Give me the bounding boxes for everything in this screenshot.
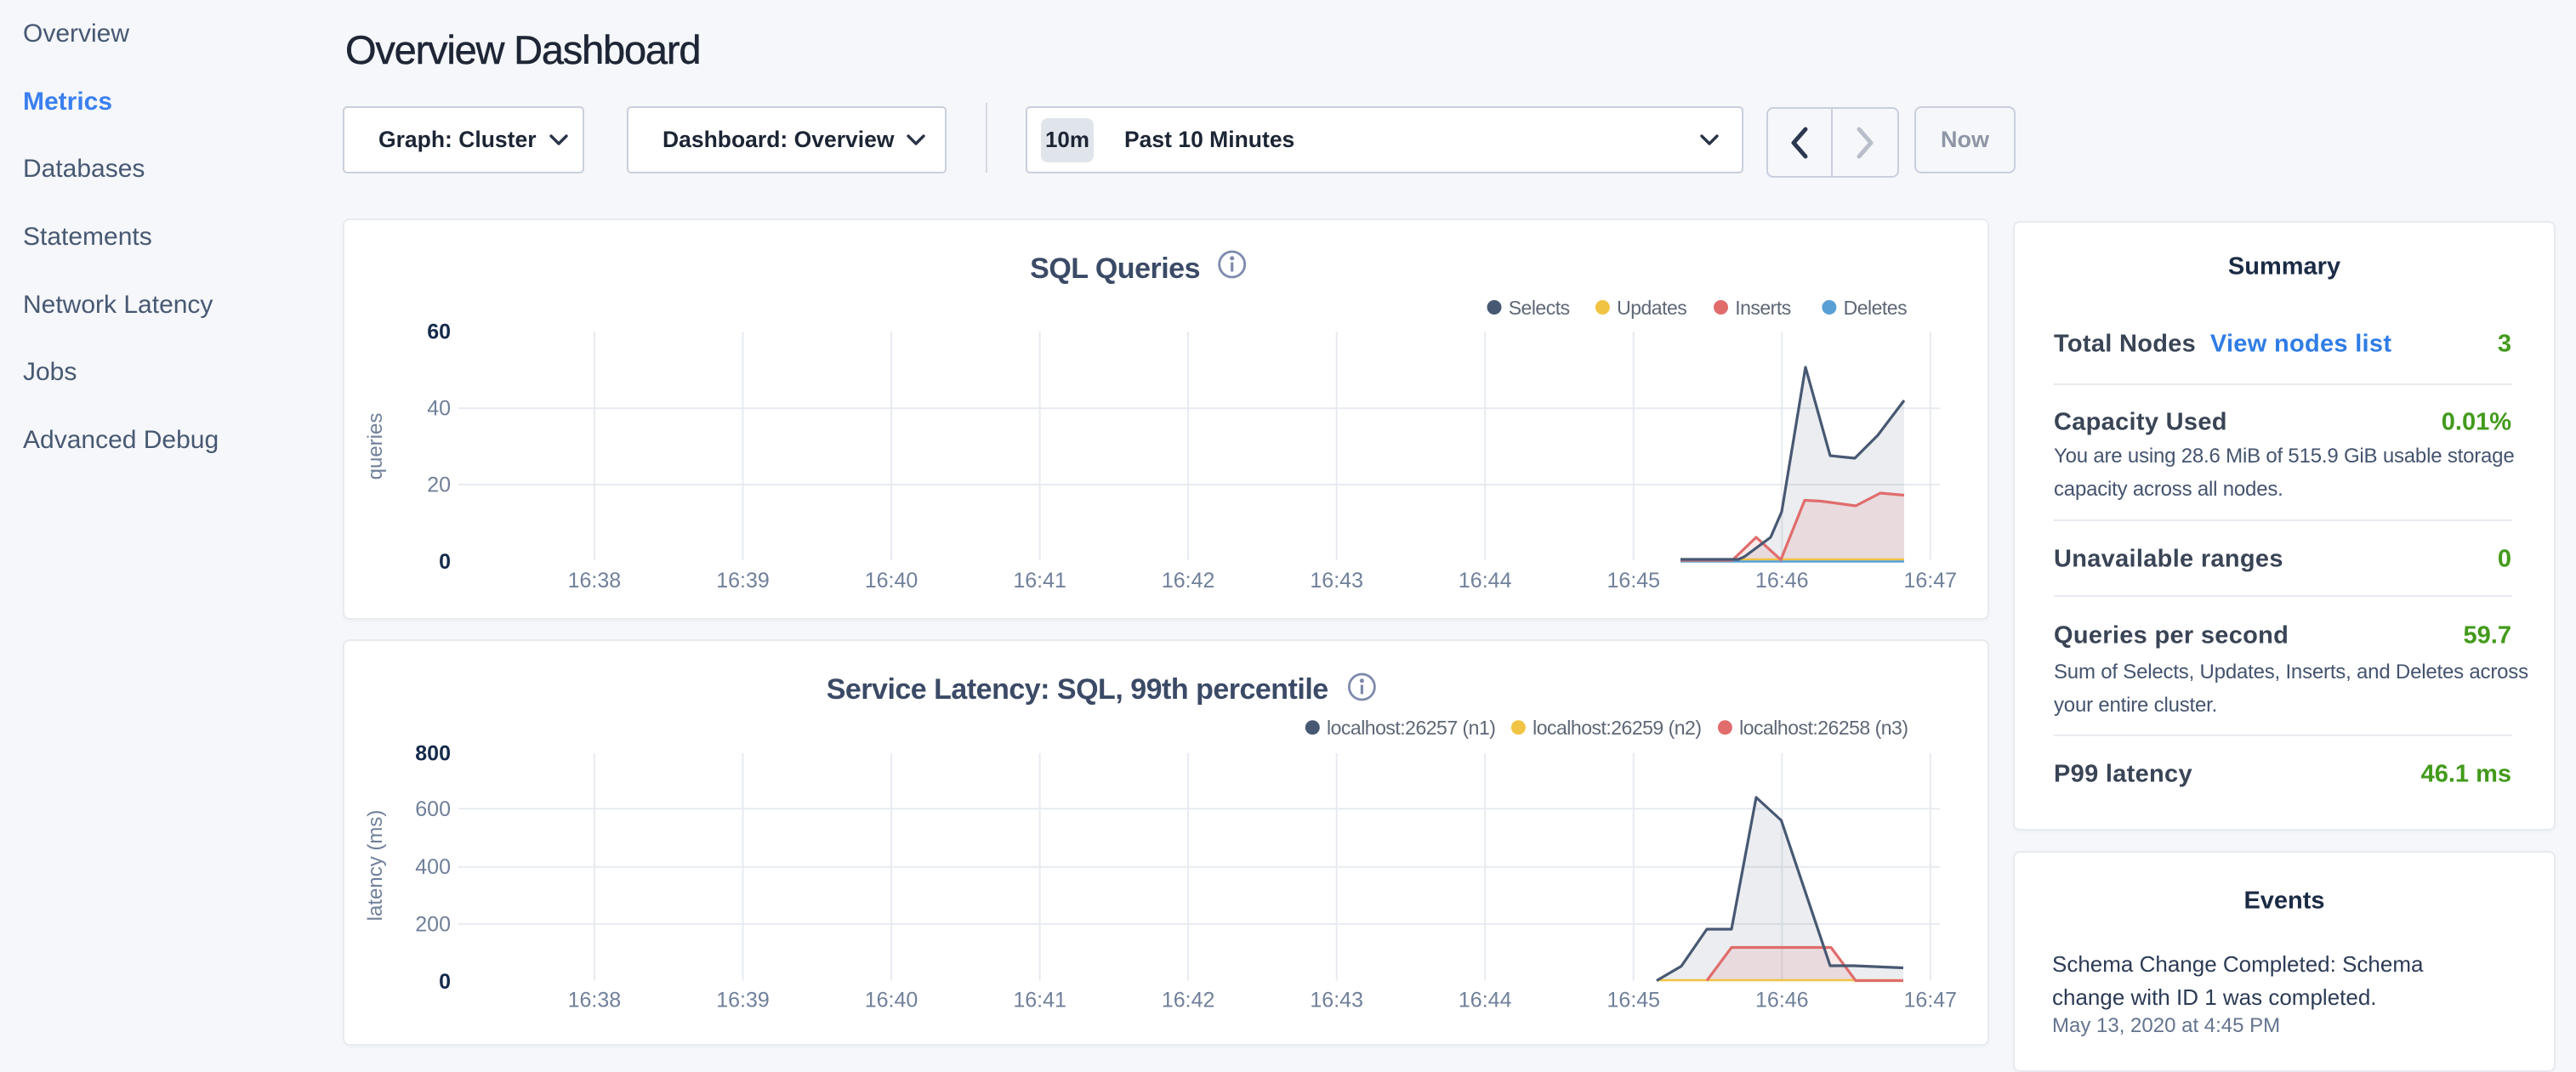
svg-text:16:38: 16:38 [568, 989, 622, 1012]
svg-text:200: 200 [415, 912, 451, 936]
svg-text:16:45: 16:45 [1607, 569, 1661, 593]
svg-text:Service Latency: SQL, 99th per: Service Latency: SQL, 99th percentile [827, 673, 1328, 706]
svg-text:16:44: 16:44 [1459, 989, 1512, 1012]
svg-text:16:38: 16:38 [568, 569, 622, 593]
svg-text:16:39: 16:39 [716, 569, 770, 593]
svg-text:16:45: 16:45 [1607, 989, 1661, 1012]
svg-text:16:42: 16:42 [1162, 989, 1215, 1012]
svg-text:localhost:26257 (n1): localhost:26257 (n1) [1327, 717, 1495, 739]
svg-text:Updates: Updates [1617, 297, 1686, 319]
svg-text:16:46: 16:46 [1755, 569, 1809, 593]
svg-text:queries: queries [364, 413, 387, 480]
svg-text:16:41: 16:41 [1013, 989, 1066, 1012]
svg-text:16:42: 16:42 [1162, 569, 1215, 593]
svg-text:16:40: 16:40 [865, 569, 918, 593]
svg-text:16:40: 16:40 [865, 989, 918, 1012]
svg-text:60: 60 [427, 320, 451, 343]
svg-text:16:46: 16:46 [1755, 989, 1809, 1012]
svg-text:latency (ms): latency (ms) [364, 810, 387, 922]
svg-text:localhost:26259 (n2): localhost:26259 (n2) [1533, 717, 1701, 739]
svg-text:Inserts: Inserts [1735, 297, 1791, 319]
svg-text:0: 0 [439, 550, 451, 574]
svg-text:800: 800 [415, 741, 451, 765]
svg-text:16:41: 16:41 [1013, 569, 1066, 593]
svg-text:Deletes: Deletes [1844, 297, 1907, 319]
svg-text:16:44: 16:44 [1459, 569, 1512, 593]
svg-text:SQL Queries: SQL Queries [1030, 252, 1200, 285]
svg-text:20: 20 [427, 474, 451, 497]
svg-text:16:43: 16:43 [1310, 989, 1363, 1012]
svg-text:400: 400 [415, 855, 451, 879]
svg-text:40: 40 [427, 397, 451, 421]
svg-text:16:43: 16:43 [1310, 569, 1363, 593]
svg-text:16:47: 16:47 [1904, 569, 1958, 593]
svg-text:Selects: Selects [1509, 297, 1570, 319]
svg-text:600: 600 [415, 797, 451, 821]
svg-text:0: 0 [439, 970, 451, 994]
svg-text:16:47: 16:47 [1904, 989, 1958, 1012]
svg-text:16:39: 16:39 [716, 989, 770, 1012]
svg-text:localhost:26258 (n3): localhost:26258 (n3) [1739, 717, 1908, 739]
